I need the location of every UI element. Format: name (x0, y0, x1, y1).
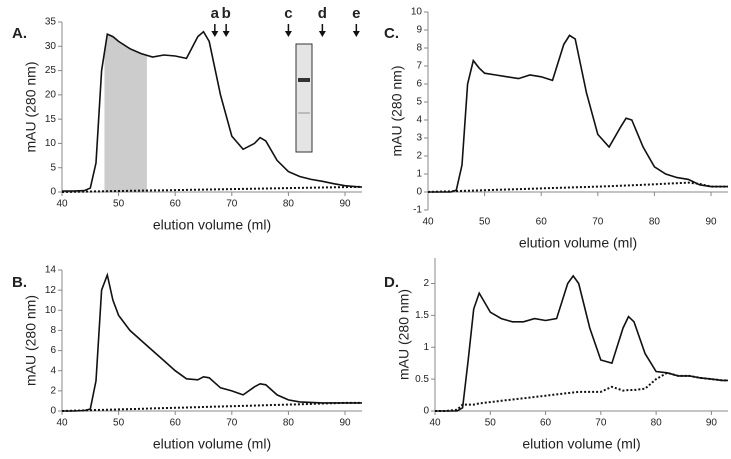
gel-inset (295, 43, 313, 153)
x-tick-label: 60 (540, 418, 552, 429)
x-tick-label: 40 (56, 418, 68, 429)
y-tick-label: 2 (423, 278, 429, 289)
y-tick-label: 10 (411, 7, 423, 18)
arrow-label: e (352, 5, 360, 22)
y-tick-label: 15 (45, 114, 57, 125)
x-tick-label: 90 (706, 418, 718, 429)
y-axis-label: mAU (280 nm) (389, 65, 405, 156)
y-tick-label: 10 (45, 305, 57, 316)
x-tick-label: 80 (283, 199, 295, 210)
x-tick-label: 80 (283, 418, 295, 429)
arrow-head (352, 31, 360, 37)
y-tick-label: 6 (416, 79, 422, 90)
x-tick-label: 40 (422, 217, 434, 228)
series-line (62, 272, 362, 412)
gel-band (298, 78, 310, 82)
panel-label: B. (12, 274, 27, 291)
y-tick-label: 1.5 (415, 310, 429, 321)
arrow-head (222, 31, 230, 37)
x-tick-label: 50 (479, 217, 491, 228)
y-tick-label: 0 (423, 406, 429, 417)
y-tick-label: 4 (416, 115, 422, 126)
y-tick-label: 25 (45, 65, 57, 76)
y-tick-label: 35 (45, 17, 57, 28)
x-tick-label: 90 (339, 199, 351, 210)
x-tick-label: 60 (170, 199, 182, 210)
x-axis-label: elution volume (ml) (519, 235, 637, 251)
x-tick-label: 80 (651, 418, 663, 429)
x-tick-label: 50 (113, 418, 125, 429)
y-axis-label: mAU (280 nm) (396, 289, 412, 380)
y-tick-label: 1 (423, 342, 429, 353)
y-tick-label: 3 (416, 133, 422, 144)
y-tick-label: 6 (50, 345, 56, 356)
y-tick-label: 5 (416, 97, 422, 108)
y-tick-label: 2 (416, 151, 422, 162)
x-axis-label: elution volume (ml) (153, 436, 271, 452)
arrow-head (211, 31, 219, 37)
arrow-head (284, 31, 292, 37)
x-tick-label: 70 (592, 217, 604, 228)
series-line (435, 274, 728, 412)
y-tick-label: 8 (50, 325, 56, 336)
series-line (435, 371, 728, 412)
x-tick-label: 70 (595, 418, 607, 429)
x-axis-label: elution volume (ml) (522, 436, 640, 452)
x-tick-label: 60 (536, 217, 548, 228)
series-line (61, 401, 362, 412)
y-tick-label: 4 (50, 365, 56, 376)
y-tick-label: -1 (413, 205, 422, 216)
x-tick-label: 70 (226, 418, 238, 429)
x-axis-label: elution volume (ml) (153, 217, 271, 233)
x-tick-label: 40 (429, 418, 441, 429)
panel-label: C. (384, 25, 399, 42)
series-line (427, 181, 728, 193)
series-line (61, 185, 362, 193)
y-tick-label: 9 (416, 25, 422, 36)
y-tick-label: 1 (416, 169, 422, 180)
series-line (62, 30, 363, 192)
gel-band-faint (298, 112, 310, 114)
arrow-label: a (211, 5, 220, 22)
x-tick-label: 50 (485, 418, 497, 429)
y-tick-label: 20 (45, 89, 57, 100)
y-tick-label: 0.5 (415, 374, 429, 385)
series-line (428, 34, 728, 193)
x-tick-label: 90 (705, 217, 717, 228)
y-tick-label: 14 (45, 265, 57, 276)
y-tick-label: 7 (416, 61, 422, 72)
y-tick-label: 0 (416, 187, 422, 198)
y-tick-label: 8 (416, 43, 422, 54)
y-tick-label: 30 (45, 41, 57, 52)
y-tick-label: 5 (50, 162, 56, 173)
y-axis-label: mAU (280 nm) (23, 61, 39, 152)
x-tick-label: 60 (170, 418, 182, 429)
arrow-label: c (284, 5, 292, 22)
x-tick-label: 40 (56, 199, 68, 210)
panel-label: A. (12, 25, 27, 42)
y-tick-label: 0 (50, 406, 56, 417)
arrow-label: d (318, 5, 327, 22)
y-tick-label: 10 (45, 138, 57, 149)
x-tick-label: 70 (226, 199, 238, 210)
x-tick-label: 90 (339, 418, 351, 429)
x-tick-label: 80 (649, 217, 661, 228)
y-axis-label: mAU (280 nm) (23, 295, 39, 386)
y-tick-label: 0 (50, 187, 56, 198)
x-tick-label: 50 (113, 199, 125, 210)
y-tick-label: 2 (50, 385, 56, 396)
arrow-label: b (222, 5, 231, 22)
shaded-area (104, 34, 147, 193)
y-tick-label: 12 (45, 285, 57, 296)
arrow-head (318, 31, 326, 37)
panel-label: D. (384, 274, 399, 291)
